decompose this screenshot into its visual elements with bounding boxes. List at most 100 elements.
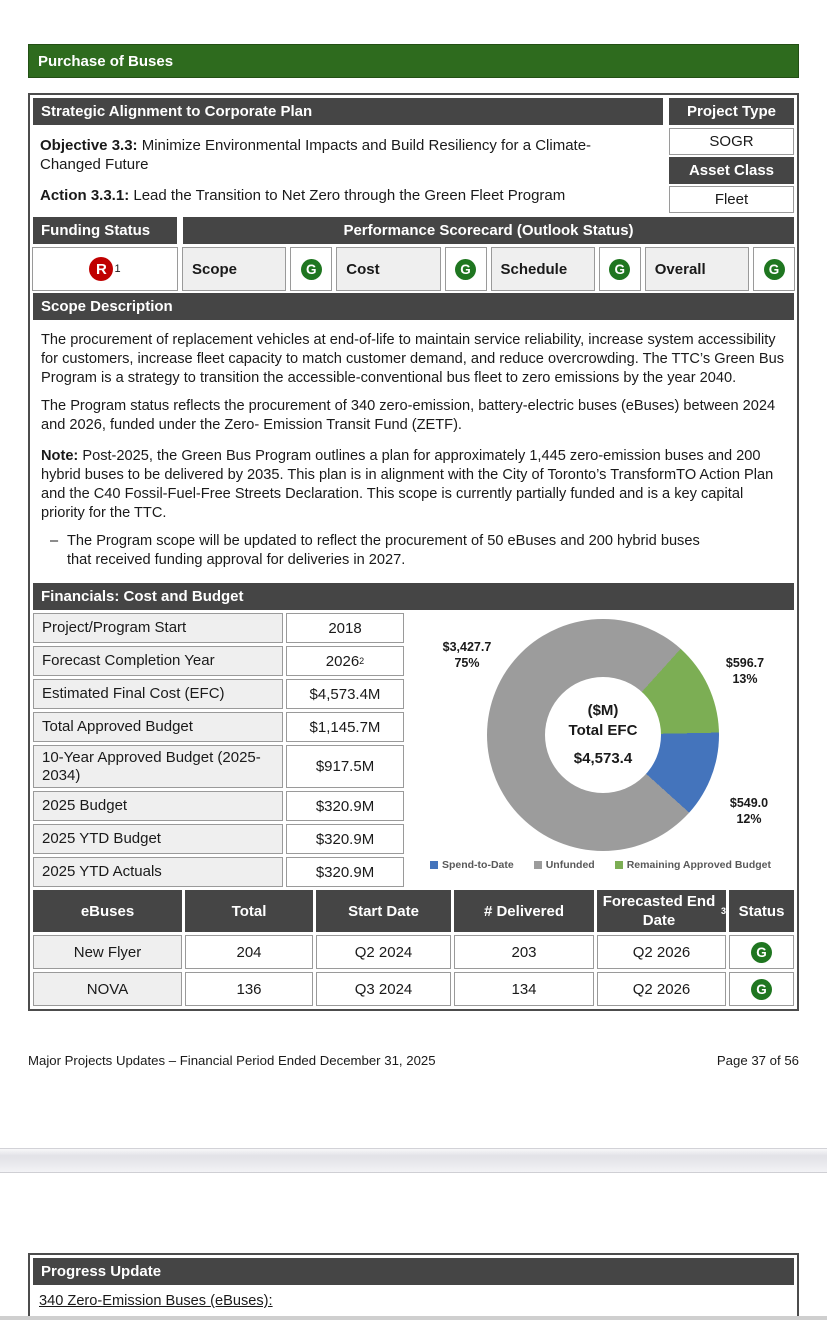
scope-bullet: – The Program scope will be updated to r… (41, 532, 785, 570)
fin-label: 2025 YTD Actuals (33, 857, 283, 887)
report-table: Strategic Alignment to Corporate Plan Pr… (28, 93, 799, 1011)
scorecard-status-scope: G (290, 247, 333, 291)
status-badge: G (751, 978, 772, 1000)
ebuses-col-header: Start Date (316, 890, 451, 932)
status-badge: G (609, 258, 631, 280)
strategic-text-cell: Objective 3.3: Minimize Environmental Im… (32, 127, 664, 214)
donut-total-label: Total EFC (568, 722, 638, 739)
table-row-cell: 134 (454, 972, 594, 1006)
asset-class-value: Fleet (669, 186, 794, 213)
fin-value: $320.9M (286, 791, 404, 821)
strategic-body: Objective 3.3: Minimize Environmental Im… (32, 127, 795, 214)
fin-value: $1,145.7M (286, 712, 404, 742)
bullet-text: The Program scope will be updated to ref… (67, 533, 700, 568)
progress-update-line: 340 Zero-Emission Buses (eBuses): (32, 1286, 795, 1309)
status-badge: G (300, 258, 322, 280)
table-row-status: G (729, 935, 794, 969)
table-row-cell: New Flyer (33, 935, 182, 969)
fin-value-text: $320.9M (315, 797, 375, 815)
callout-remaining: $596.7 13% (705, 655, 785, 687)
fin-label: 2025 YTD Budget (33, 824, 283, 854)
donut-center-label: ($M) Total EFC $4,573.4 (487, 619, 719, 851)
ebuses-col-header: Total (185, 890, 313, 932)
legend-swatch-blue (429, 861, 438, 869)
ebuses-col-header: # Delivered (454, 890, 594, 932)
action-line: Action 3.3.1: Lead the Transition to Net… (40, 186, 604, 205)
fin-value: 2018 (286, 613, 404, 643)
callout-spend-value: $549.0 (729, 796, 769, 810)
footer-title: Major Projects Updates – Financial Perio… (28, 1053, 436, 1068)
fin-value: 2026 2 (286, 646, 404, 676)
fin-value-text: $320.9M (315, 830, 375, 848)
table-row-cell: 136 (185, 972, 313, 1006)
scorecard-label-overall: Overall (644, 247, 749, 291)
scorecard-status-schedule: G (598, 247, 641, 291)
funding-status-header: Funding Status (33, 217, 177, 244)
callout-unfunded-value: $3,427.7 (442, 640, 492, 654)
strategic-header-row: Strategic Alignment to Corporate Plan Pr… (32, 97, 795, 126)
legend-label: Unfunded (545, 859, 595, 871)
progress-update-header: Progress Update (33, 1258, 794, 1285)
scope-description-body: The procurement of replacement vehicles … (32, 321, 795, 582)
action-label: Action 3.3.1: (40, 187, 130, 204)
callout-remaining-pct: 13% (732, 672, 758, 686)
objective-text: Minimize Environmental Impacts and Build… (40, 137, 592, 173)
fin-label: Estimated Final Cost (EFC) (33, 679, 283, 709)
fin-value-text: $320.9M (315, 863, 375, 881)
fin-label: 10-Year Approved Budget (2025-2034) (33, 745, 283, 788)
table-row-cell: Q2 2026 (597, 972, 726, 1006)
donut-ring (487, 619, 719, 851)
document-title-bar: Purchase of Buses (28, 44, 799, 78)
note-label: Note: (41, 448, 79, 464)
table-row-cell: Q3 2024 (316, 972, 451, 1006)
legend-item-spend: Spend-to-Date (429, 859, 514, 871)
strategic-header: Strategic Alignment to Corporate Plan (33, 98, 663, 125)
objective-line: Objective 3.3: Minimize Environmental Im… (40, 136, 604, 174)
legend-swatch-green (614, 861, 623, 869)
ebuses-col-header-text: Forecasted End Date (602, 893, 716, 929)
fin-label: 2025 Budget (33, 791, 283, 821)
fin-value: $320.9M (286, 824, 404, 854)
fin-value-text: $1,145.7M (309, 718, 381, 736)
report-page-37: Purchase of Buses Strategic Alignment to… (28, 44, 799, 1068)
fin-value-text: 2018 (328, 619, 362, 637)
table-row-cell: 203 (454, 935, 594, 969)
fin-value-text: $917.5M (315, 758, 375, 775)
strategic-right-column: SOGR Asset Class Fleet (668, 127, 795, 214)
bullet-dash: – (49, 533, 59, 549)
ebuses-col-header: eBuses (33, 890, 182, 932)
scope-note: Note: Post-2025, the Green Bus Program o… (41, 447, 785, 523)
page-footer: Major Projects Updates – Financial Perio… (28, 1053, 799, 1068)
efc-donut-chart: ($M) Total EFC $4,573.4 $3,427.7 75% $59… (407, 613, 794, 887)
asset-class-header: Asset Class (669, 157, 794, 184)
note-text: Post-2025, the Green Bus Program outline… (41, 448, 774, 521)
fin-label: Forecast Completion Year (33, 646, 283, 676)
table-row-status: G (729, 972, 794, 1006)
table-row-cell: 204 (185, 935, 313, 969)
scorecard-status-cost: G (444, 247, 487, 291)
table-row-cell: Q2 2024 (316, 935, 451, 969)
page-separator (0, 1148, 827, 1173)
fin-label: Project/Program Start (33, 613, 283, 643)
scorecard-status-overall: G (753, 247, 795, 291)
progress-update-text: 340 Zero-Emission Buses (eBuses): (39, 1293, 273, 1309)
scorecard-label-cost: Cost (336, 247, 441, 291)
scorecard-label-schedule: Schedule (490, 247, 595, 291)
fin-value: $917.5M (286, 745, 404, 788)
funding-header-row: Funding Status Performance Scorecard (Ou… (32, 216, 795, 245)
legend-item-remaining: Remaining Approved Budget (614, 859, 771, 871)
action-text: Lead the Transition to Net Zero through … (129, 187, 566, 204)
callout-unfunded: $3,427.7 75% (415, 639, 519, 671)
fin-label: Total Approved Budget (33, 712, 283, 742)
ebuses-table: eBuses Total Start Date # Delivered Fore… (32, 888, 795, 1007)
scorecard-cells: Scope G Cost G Schedule G Overall G (182, 247, 795, 291)
objective-label: Objective 3.3: (40, 137, 138, 154)
document-title: Purchase of Buses (38, 52, 174, 70)
donut-total-value: $4,573.4 (573, 750, 633, 767)
status-badge: G (751, 941, 772, 963)
status-badge: G (455, 258, 476, 280)
project-type-header: Project Type (669, 98, 794, 125)
scope-paragraph-1: The procurement of replacement vehicles … (41, 332, 785, 386)
